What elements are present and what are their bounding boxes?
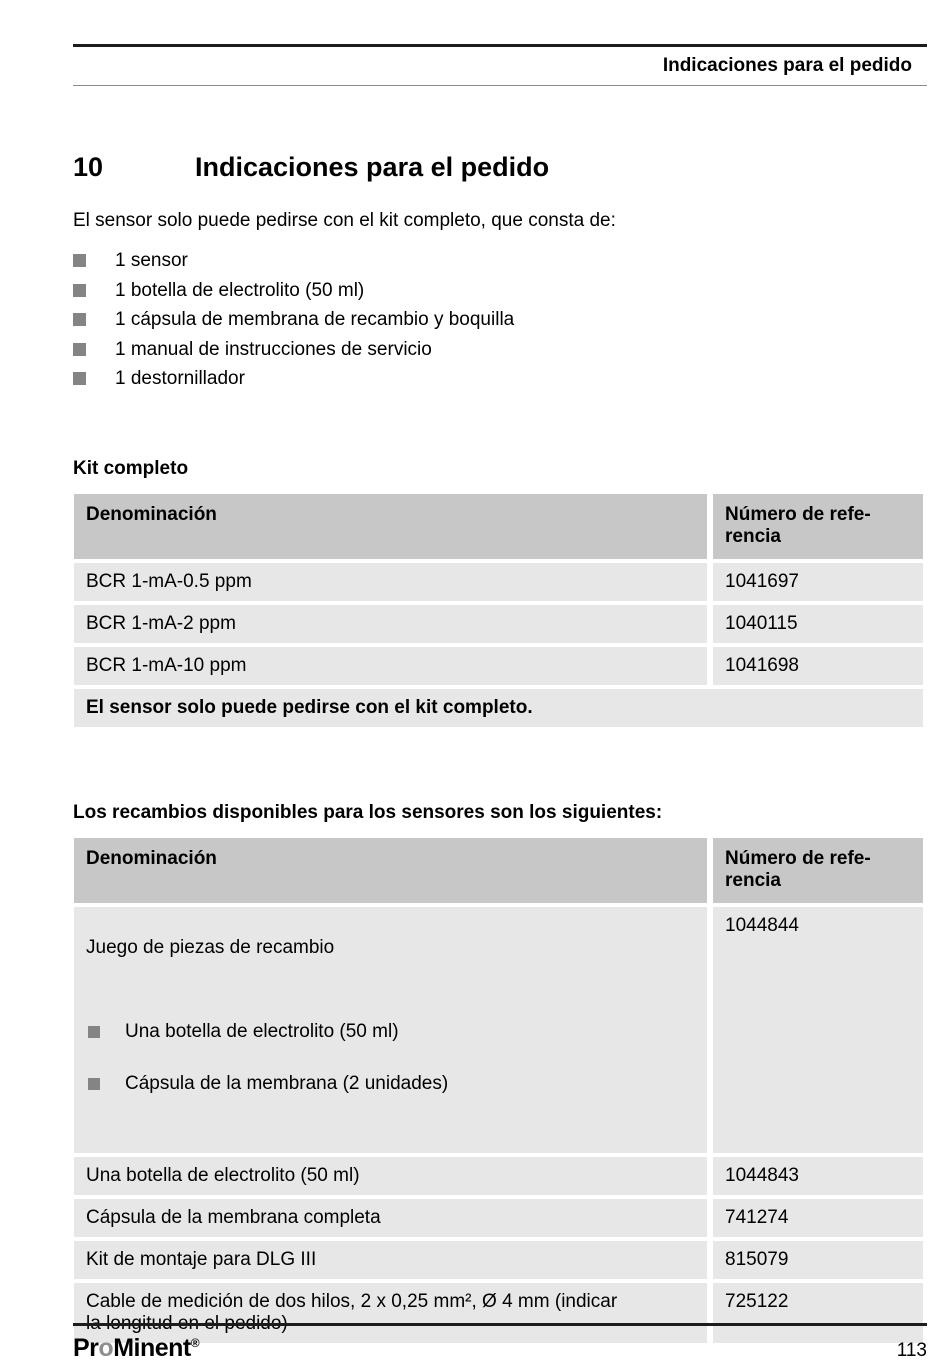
intro-paragraph: El sensor solo puede pedirse con el kit … xyxy=(73,210,616,231)
square-bullet-icon xyxy=(73,342,86,356)
list-item-label: 1 destornillador xyxy=(115,368,245,389)
kit-section-label: Kit completo xyxy=(73,457,189,479)
list-item-label: 1 cápsula de membrana de recambio y boqu… xyxy=(115,309,515,330)
square-bullet-icon xyxy=(73,313,86,326)
table-header-denominacion: Denominación xyxy=(74,837,707,903)
ref-number-cell: 741274 xyxy=(713,1198,923,1237)
chapter-title: Indicaciones para el pedido xyxy=(195,152,550,182)
ref-number-cell: 725122 xyxy=(713,1282,923,1343)
list-item: Cápsula de la membrana (2 unidades) xyxy=(86,1069,695,1099)
ref-number-cell: 1044843 xyxy=(713,1156,923,1195)
square-bullet-icon xyxy=(73,254,86,267)
logo-text-minent: Minent xyxy=(113,1334,191,1362)
product-name-cell: BCR 1-mA-10 ppm xyxy=(74,646,707,685)
page-header: Indicaciones para el pedido xyxy=(73,44,927,86)
list-item: Una botella de electrolito (50 ml) xyxy=(86,1017,695,1047)
ref-number-cell: 815079 xyxy=(713,1240,923,1279)
list-item: 1 sensor xyxy=(73,246,927,276)
list-item-label: 1 botella de electrolito (50 ml) xyxy=(115,279,365,301)
list-item-label: 1 sensor xyxy=(115,250,188,271)
list-item: 1 cápsula de membrana de recambio y boqu… xyxy=(73,305,927,335)
spares-section-label: Los recambios disponibles para los senso… xyxy=(73,801,663,823)
list-item: 1 destornillador xyxy=(73,364,927,394)
ref-number-cell: 1044844 xyxy=(713,906,923,1153)
table-header-numero-referencia: Número de refe- rencia xyxy=(713,493,923,559)
ref-number-cell: 1040115 xyxy=(713,604,923,643)
spares-table: Denominación Número de refe- rencia Jueg… xyxy=(74,837,923,1343)
table-note: El sensor solo puede pedirse con el kit … xyxy=(74,688,923,727)
square-bullet-icon xyxy=(88,1025,100,1038)
ref-number-cell: 1041698 xyxy=(713,646,923,685)
product-name-cell: BCR 1-mA-2 ppm xyxy=(74,604,707,643)
list-item: 1 botella de electrolito (50 ml) xyxy=(73,276,927,306)
logo-text-o: o xyxy=(98,1334,114,1362)
running-header-title: Indicaciones para el pedido xyxy=(662,55,912,76)
product-name-cell: Cápsula de la membrana completa xyxy=(74,1198,707,1237)
product-name-cell: Juego de piezas de recambio Una botella … xyxy=(74,906,707,1153)
product-name-cell: Cable de medición de dos hilos, 2 x 0,25… xyxy=(74,1282,707,1343)
square-bullet-icon xyxy=(73,283,86,297)
kit-contents-list: 1 sensor 1 botella de electrolito (50 ml… xyxy=(73,246,927,394)
product-name-cell: Kit de montaje para DLG III xyxy=(74,1240,707,1279)
chapter-heading: 10 Indicaciones para el pedido xyxy=(73,150,927,184)
product-sublist: Una botella de electrolito (50 ml) Cápsu… xyxy=(86,995,695,1123)
page-footer: ProMinent® 113 xyxy=(73,1323,927,1365)
product-name: Juego de piezas de recambio xyxy=(86,936,335,958)
product-name-cell: Una botella de electrolito (50 ml) xyxy=(74,1156,707,1195)
square-bullet-icon xyxy=(88,1077,100,1090)
chapter-number: 10 xyxy=(73,152,104,182)
ref-number-cell: 1041697 xyxy=(713,562,923,601)
kit-table: Denominación Número de refe- rencia BCR … xyxy=(74,493,923,727)
list-item: 1 manual de instrucciones de servicio xyxy=(73,335,927,365)
footer-row: ProMinent® 113 xyxy=(73,1336,927,1365)
product-name-cell: BCR 1-mA-0.5 ppm xyxy=(74,562,707,601)
list-item-label: 1 manual de instrucciones de servicio xyxy=(115,338,432,360)
prominent-logo: ProMinent® xyxy=(73,1336,200,1365)
square-bullet-icon xyxy=(73,372,86,385)
table-header-numero-referencia: Número de refe- rencia xyxy=(713,837,923,903)
page-number: 113 xyxy=(896,1340,927,1361)
logo-text-pr: Pr xyxy=(73,1334,99,1362)
table-header-denominacion: Denominación xyxy=(74,493,707,559)
registered-trademark-icon: ® xyxy=(190,1336,200,1350)
list-item-label: Una botella de electrolito (50 ml) xyxy=(125,1020,399,1042)
list-item-label: Cápsula de la membrana (2 unidades) xyxy=(125,1072,449,1094)
